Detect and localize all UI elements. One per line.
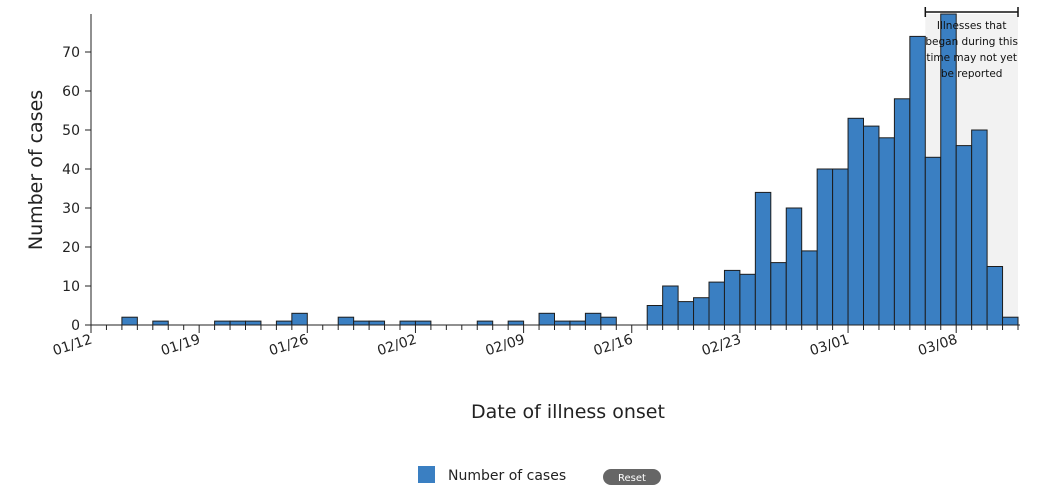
annotation-text-line: Illnesses that xyxy=(937,20,1007,32)
bar[interactable] xyxy=(353,320,370,326)
bar[interactable] xyxy=(1002,316,1019,326)
bar[interactable] xyxy=(708,281,725,326)
bar[interactable] xyxy=(291,312,308,326)
bar[interactable] xyxy=(600,316,617,326)
bar[interactable] xyxy=(955,145,973,326)
bar[interactable] xyxy=(847,117,864,326)
x-tick-label: 02/23 xyxy=(700,332,743,360)
bar[interactable] xyxy=(569,320,586,326)
x-tick-label: 02/09 xyxy=(484,332,527,360)
bar[interactable] xyxy=(971,129,988,326)
x-tick-label: 01/19 xyxy=(159,332,202,360)
bar[interactable] xyxy=(646,305,664,326)
x-ticks-group: 01/12 01/19 01/26 02/02 02/09 02/16 02/23 03/01… xyxy=(51,325,1019,360)
bar[interactable] xyxy=(152,320,169,326)
x-tick-label: 01/12 xyxy=(51,332,94,360)
x-tick-label: 03/01 xyxy=(808,332,851,360)
annotation-text-line: be reported xyxy=(941,68,1003,80)
y-tick-label: 60 xyxy=(62,84,80,100)
bar[interactable] xyxy=(754,191,772,326)
x-tick-label: 02/16 xyxy=(592,332,635,360)
y-tick-label: 70 xyxy=(62,45,80,61)
legend: Number of cases Reset xyxy=(418,466,661,485)
reporting-lag-annotation: Illnesses that began during this time may … xyxy=(924,7,1019,80)
bars-group xyxy=(121,13,1019,326)
bar[interactable] xyxy=(801,250,818,326)
x-axis-title: Date of illness onset xyxy=(471,401,665,423)
bar[interactable] xyxy=(739,273,756,326)
y-tick-label: 20 xyxy=(62,240,80,256)
bar[interactable] xyxy=(770,262,787,326)
bar[interactable] xyxy=(538,312,555,326)
bar[interactable] xyxy=(214,320,231,326)
bar[interactable] xyxy=(677,301,695,326)
bar[interactable] xyxy=(414,320,432,326)
y-tick-label: 50 xyxy=(62,123,80,139)
bar[interactable] xyxy=(878,137,895,326)
bar[interactable] xyxy=(986,266,1004,326)
y-tick-label: 10 xyxy=(62,279,80,295)
bar[interactable] xyxy=(245,320,262,326)
x-tick-label: 02/02 xyxy=(375,332,418,360)
y-axis-title: Number of cases xyxy=(25,90,47,250)
bar[interactable] xyxy=(337,316,355,326)
annotation-text-line: began during this xyxy=(925,36,1018,48)
legend-label[interactable]: Number of cases xyxy=(448,468,566,484)
y-tick-label: 40 xyxy=(62,162,80,178)
y-tick-label: 0 xyxy=(71,318,80,334)
bar[interactable] xyxy=(121,316,138,326)
bar[interactable] xyxy=(832,168,849,326)
bar[interactable] xyxy=(863,125,880,326)
bar[interactable] xyxy=(554,320,571,326)
bar[interactable] xyxy=(229,320,247,326)
y-ticks-group: 0 10 20 30 40 50 60 70 xyxy=(62,45,91,334)
bar[interactable] xyxy=(584,312,602,326)
reset-button[interactable] xyxy=(603,469,661,485)
y-tick-label: 30 xyxy=(62,201,80,217)
bar[interactable] xyxy=(723,269,741,326)
bar[interactable] xyxy=(924,156,942,326)
reset-button-label[interactable]: Reset xyxy=(618,473,646,484)
bar[interactable] xyxy=(909,35,926,326)
bar[interactable] xyxy=(785,207,803,326)
legend-swatch[interactable] xyxy=(418,466,435,483)
bar[interactable] xyxy=(662,285,679,326)
bar[interactable] xyxy=(507,320,525,326)
bar[interactable] xyxy=(816,168,834,326)
bar[interactable] xyxy=(368,320,386,326)
bar[interactable] xyxy=(893,98,911,326)
bar[interactable] xyxy=(693,297,710,326)
bar[interactable] xyxy=(399,320,416,326)
bar[interactable] xyxy=(476,320,494,326)
x-tick-label: 01/26 xyxy=(267,332,310,360)
x-tick-label: 03/08 xyxy=(916,332,959,360)
annotation-text-line: time may not yet xyxy=(926,52,1017,64)
bar[interactable] xyxy=(275,320,293,326)
